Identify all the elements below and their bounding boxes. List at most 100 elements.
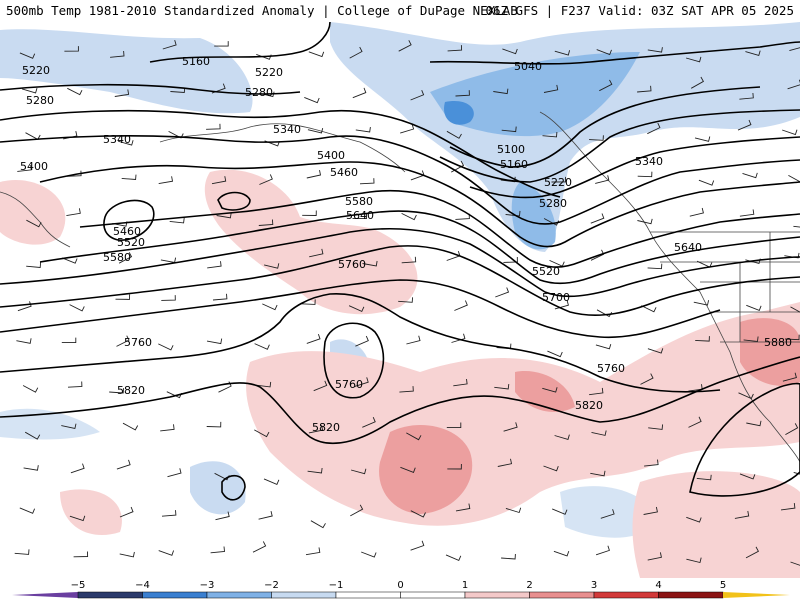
wind-barb — [406, 335, 421, 345]
wind-barb — [169, 217, 185, 224]
wind-barb — [596, 49, 612, 56]
wind-barb — [401, 212, 417, 221]
contour-label: 5160 — [182, 55, 210, 68]
colorbar-labels: −5 −4 −3 −2 −1 0 1 2 3 4 5 — [71, 580, 727, 591]
wind-barb — [501, 126, 517, 133]
wind-barb — [310, 520, 326, 529]
contour-label: 5820 — [575, 399, 603, 412]
wind-barb — [696, 474, 712, 481]
wind-barb — [552, 508, 568, 515]
wind-barb — [66, 208, 81, 217]
wind-barb — [354, 377, 369, 387]
anomaly-map: 5160 5220 5220 5280 5280 5340 5340 5400 … — [0, 22, 800, 578]
wind-barb — [352, 213, 367, 220]
wind-barb — [784, 334, 800, 341]
wind-barb — [647, 552, 662, 561]
wind-barb — [69, 515, 86, 522]
wind-barb — [503, 422, 518, 432]
wind-barb — [308, 51, 325, 58]
wind-barb — [789, 47, 800, 52]
wind-barb — [591, 430, 607, 436]
wind-barb — [350, 504, 364, 517]
wind-barb — [158, 176, 174, 185]
wind-barb — [647, 263, 663, 270]
colorbar-left-extension — [12, 592, 78, 598]
wind-barb — [553, 550, 570, 557]
positive-anomaly-area — [515, 371, 575, 412]
contour-label: 5400 — [20, 160, 48, 173]
wind-barb — [410, 540, 425, 551]
wind-barb — [263, 478, 280, 485]
contour-label: 5340 — [103, 133, 131, 146]
wind-barb — [313, 380, 328, 392]
wind-barb — [256, 381, 272, 388]
wind-barb — [501, 553, 516, 560]
contour-label: 5220 — [544, 176, 572, 189]
colorbar-swatch — [335, 591, 401, 599]
positive-anomaly-area — [379, 424, 473, 514]
wind-barb — [782, 129, 798, 136]
wind-barb — [306, 333, 321, 344]
positive-anomaly-area — [60, 489, 122, 536]
wind-barb — [790, 561, 800, 566]
contour-5880 — [689, 382, 800, 497]
colorbar-swatch — [529, 591, 595, 599]
wind-barb — [644, 459, 659, 467]
contour-label: 5760 — [335, 378, 363, 391]
wind-barb — [300, 299, 316, 305]
wind-barb — [554, 434, 570, 440]
wind-barb — [694, 136, 711, 142]
wind-barb — [17, 301, 32, 312]
wind-barb — [739, 92, 754, 100]
negative-anomaly-area — [330, 22, 800, 252]
map-header: 500mb Temp 1981-2010 Standardized Anomal… — [0, 0, 800, 22]
contour-5820-closed — [221, 474, 246, 501]
wind-barb — [746, 304, 762, 311]
wind-barb — [206, 421, 222, 428]
negative-anomaly-area — [0, 408, 100, 440]
wind-barb — [685, 56, 702, 63]
contour-label: 5820 — [117, 384, 145, 397]
wind-barb — [121, 174, 137, 180]
wind-barb — [637, 171, 653, 178]
wind-barb — [14, 549, 30, 555]
wind-barb — [67, 170, 82, 177]
wind-barb — [503, 256, 518, 263]
contour-5400 — [39, 161, 800, 248]
contour-5820 — [0, 356, 800, 445]
wind-barb — [69, 304, 85, 312]
wind-barb — [647, 122, 661, 135]
wind-barb — [445, 554, 462, 561]
model-run-info: 06Z GFS | F237 Valid: 03Z SAT APR 05 202… — [485, 3, 794, 18]
wind-barb — [162, 39, 177, 50]
wind-barb — [259, 174, 273, 185]
negative-anomaly-area — [0, 29, 253, 114]
wind-barb — [637, 218, 653, 225]
wind-barb — [502, 48, 518, 55]
contour-5760-closed — [323, 322, 385, 399]
contour-5640 — [0, 245, 800, 317]
coastline — [539, 111, 800, 463]
wind-barb — [116, 459, 131, 470]
wind-barb — [551, 176, 566, 183]
wind-barb — [206, 338, 223, 345]
wind-barb — [21, 87, 38, 94]
wind-barb — [110, 50, 125, 58]
wind-barb — [306, 170, 322, 179]
contour-ne-5040 — [429, 41, 800, 65]
coastline — [0, 191, 71, 248]
wind-barb — [214, 41, 229, 47]
contour-5340 — [0, 135, 800, 225]
colorbar-tick-label: 1 — [462, 580, 468, 591]
wind-barb — [350, 468, 367, 475]
map-title: 500mb Temp 1981-2010 Standardized Anomal… — [6, 3, 518, 18]
colorbar-tick-label: 3 — [591, 580, 597, 591]
wind-barb — [695, 336, 710, 342]
contour-label: 5820 — [312, 421, 340, 434]
contour-5460 — [79, 189, 800, 268]
wind-barb — [398, 40, 412, 52]
wind-barb — [410, 90, 425, 101]
colorbar-swatch — [206, 591, 272, 599]
wind-barb — [398, 297, 414, 303]
wind-barb — [167, 468, 182, 478]
